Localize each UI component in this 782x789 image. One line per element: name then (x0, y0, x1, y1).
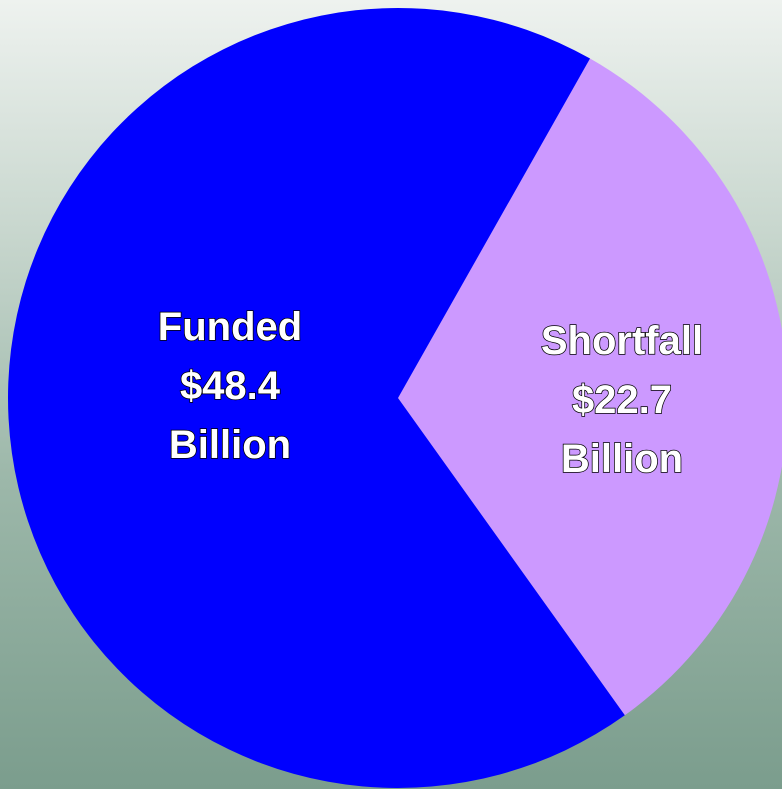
slice-label-line: $48.4 (180, 364, 281, 408)
pie-slice-funded (8, 8, 625, 788)
pie-labels: Shortfall $22.7 Billion Funded $48.4 Billion (157, 304, 704, 482)
slice-label-shortfall: Shortfall $22.7 Billion (541, 319, 703, 481)
pie-slices (8, 8, 782, 788)
slice-label-line: $22.7 (572, 378, 672, 422)
pie-slice-shortfall (398, 58, 782, 716)
slice-label-funded: Funded $48.4 Billion (158, 305, 302, 467)
slice-label-line: Shortfall (541, 319, 703, 363)
slice-label-line: Billion (169, 423, 291, 467)
slice-label-line: Funded (158, 305, 302, 349)
slice-label-line: Billion (561, 437, 683, 481)
